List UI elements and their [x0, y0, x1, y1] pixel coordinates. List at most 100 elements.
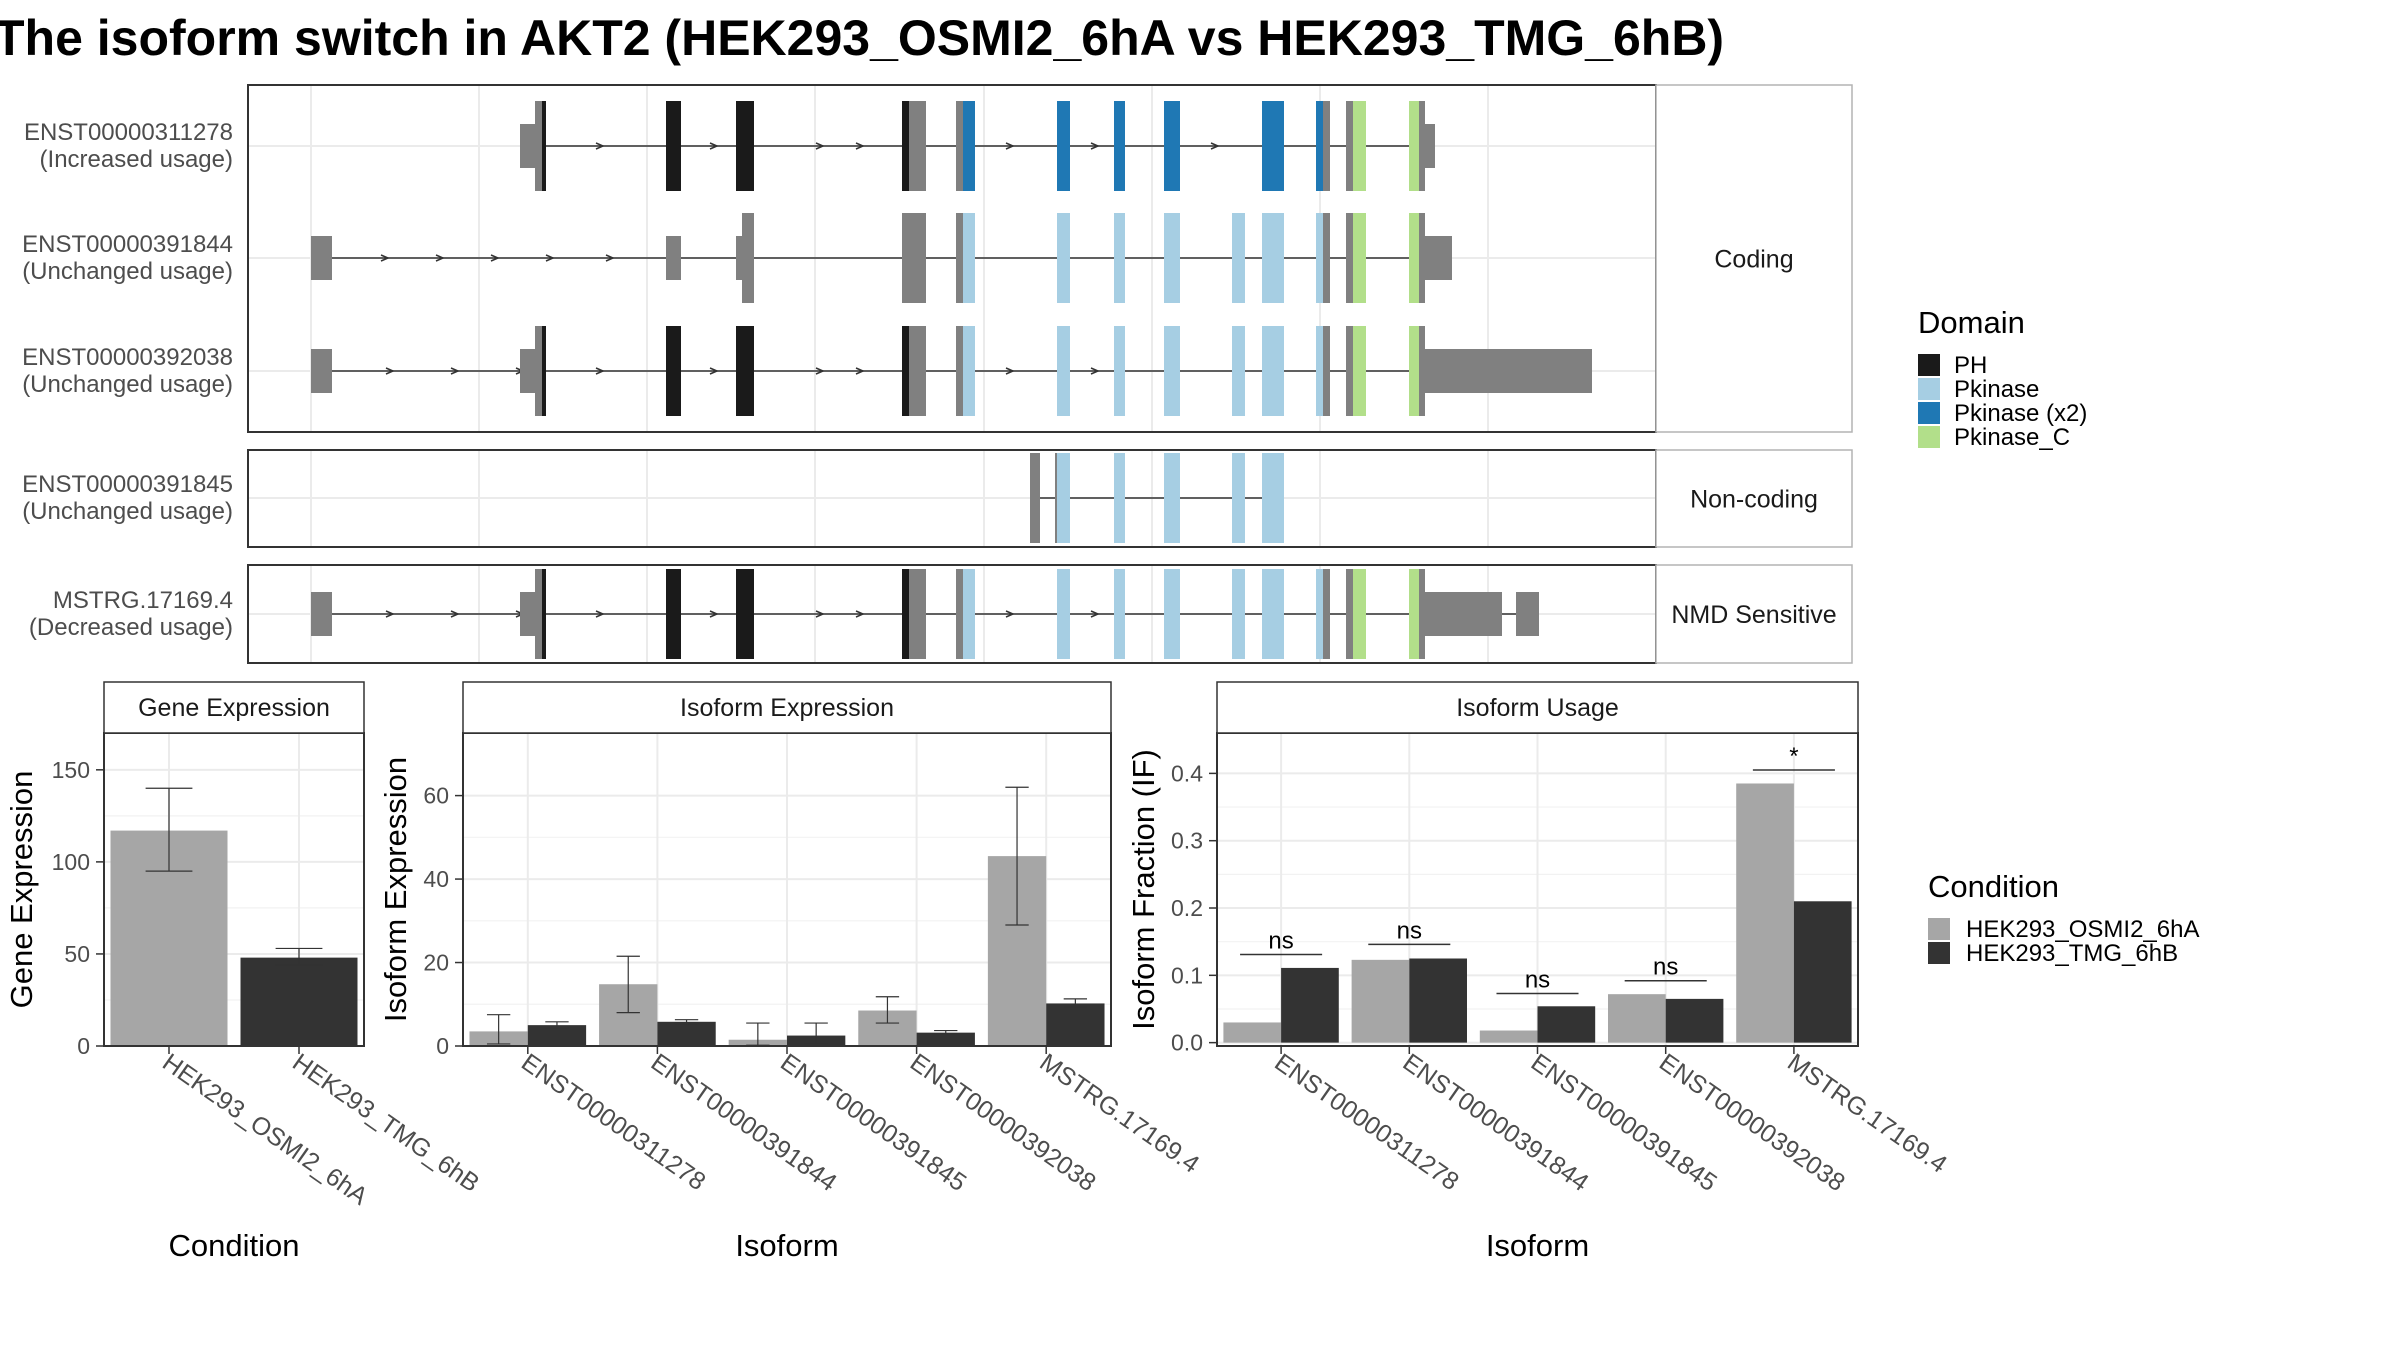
exon — [1262, 326, 1284, 416]
exon — [1353, 213, 1366, 303]
transcript-usage: (Unchanged usage) — [22, 371, 233, 398]
exon — [1409, 213, 1419, 303]
exon — [963, 213, 975, 303]
strand-arrow — [545, 254, 555, 262]
bar — [1281, 967, 1339, 1043]
exon — [1030, 453, 1040, 543]
bar — [1608, 994, 1666, 1043]
transcript-usage: (Unchanged usage) — [22, 258, 233, 285]
exon — [535, 326, 542, 416]
significance-label: ns — [1397, 917, 1422, 944]
exon — [1262, 453, 1284, 543]
exon — [736, 236, 742, 280]
strand-arrow — [1090, 610, 1100, 618]
bar — [1046, 1003, 1105, 1046]
condition-legend-label: HEK293_TMG_6hB — [1966, 940, 2178, 967]
strand-arrow — [855, 610, 865, 618]
exon — [311, 349, 332, 393]
exon — [666, 101, 681, 191]
y-axis-title: Isoform Expression — [378, 757, 413, 1022]
exon — [1353, 569, 1366, 659]
transcript-id: ENST00000392038 — [22, 344, 233, 371]
condition-legend-title: Condition — [1928, 869, 2059, 904]
domain-legend-label: Pkinase — [1954, 376, 2039, 403]
domain-legend-key — [1918, 354, 1940, 376]
y-tick-label: 40 — [423, 866, 449, 892]
domain-legend-key — [1918, 426, 1940, 448]
strand-arrow — [380, 254, 390, 262]
exon — [1262, 101, 1284, 191]
exon — [1346, 326, 1353, 416]
domain-legend-key — [1918, 402, 1940, 424]
exon — [1353, 326, 1366, 416]
exon — [311, 592, 332, 636]
exon — [1316, 569, 1323, 659]
y-tick-label: 0.0 — [1171, 1030, 1203, 1056]
exon — [1057, 101, 1070, 191]
exon — [1057, 213, 1070, 303]
exon — [1323, 213, 1330, 303]
domain-legend-title: Domain — [1918, 305, 2025, 340]
exon — [666, 236, 681, 280]
strand-arrow — [595, 142, 605, 150]
strand-arrow — [1090, 367, 1100, 375]
y-tick-label: 0.4 — [1171, 760, 1203, 786]
exon — [909, 326, 926, 416]
figure-title: The isoform switch in AKT2 (HEK293_OSMI2… — [0, 10, 1724, 66]
y-tick-label: 20 — [423, 950, 449, 976]
transcript-structure-panel: ENST00000311278(Increased usage) ENST0000… — [22, 84, 1853, 664]
exon — [1316, 101, 1323, 191]
exon — [520, 124, 535, 168]
exon — [1346, 213, 1353, 303]
strand-arrow — [490, 254, 500, 262]
exon — [520, 592, 535, 636]
exon — [1164, 101, 1180, 191]
exon — [963, 101, 975, 191]
transcript-usage: (Decreased usage) — [29, 614, 233, 641]
strand-arrow — [450, 610, 460, 618]
exon — [1232, 569, 1245, 659]
group-strip-label: NMD Sensitive — [1671, 601, 1836, 629]
y-tick-label: 0.2 — [1171, 895, 1203, 921]
isoform-expression-panel: Isoform Expression0204060ENST00000311278… — [378, 681, 1204, 1263]
bar — [1537, 1006, 1596, 1043]
exon — [742, 213, 754, 303]
exon — [909, 569, 926, 659]
strand-arrow — [385, 610, 395, 618]
exon — [1425, 349, 1592, 393]
exon — [535, 569, 542, 659]
y-tick-label: 0 — [436, 1033, 449, 1059]
transcript-usage: (Unchanged usage) — [22, 498, 233, 525]
exon — [1164, 213, 1180, 303]
strand-arrow — [855, 142, 865, 150]
strand-arrow — [1210, 142, 1220, 150]
strand-arrow — [450, 367, 460, 375]
exon — [520, 349, 535, 393]
domain-legend-label: PH — [1954, 352, 1987, 379]
x-tick-label: HEK293_OSMI2_6hA — [157, 1048, 373, 1211]
bar — [240, 957, 358, 1046]
domain-legend-key — [1918, 378, 1940, 400]
panel-strip — [1216, 681, 1859, 734]
condition-legend-key — [1928, 918, 1950, 940]
exon — [1057, 326, 1070, 416]
strand-arrow — [1005, 142, 1015, 150]
exon — [902, 213, 926, 303]
bar — [1223, 1022, 1282, 1043]
strand-arrow — [855, 367, 865, 375]
bar — [657, 1021, 716, 1046]
bar — [1793, 901, 1852, 1043]
exon — [666, 326, 681, 416]
strand-arrow — [385, 367, 395, 375]
transcript-id: ENST00000391845 — [22, 471, 233, 498]
significance-label: ns — [1653, 954, 1678, 981]
exon — [1419, 569, 1425, 659]
strand-arrow — [595, 367, 605, 375]
x-axis-title: Isoform — [735, 1228, 838, 1263]
panel-strip-label: Isoform Expression — [680, 694, 894, 722]
exon — [1055, 453, 1057, 543]
y-tick-label: 50 — [64, 941, 90, 967]
